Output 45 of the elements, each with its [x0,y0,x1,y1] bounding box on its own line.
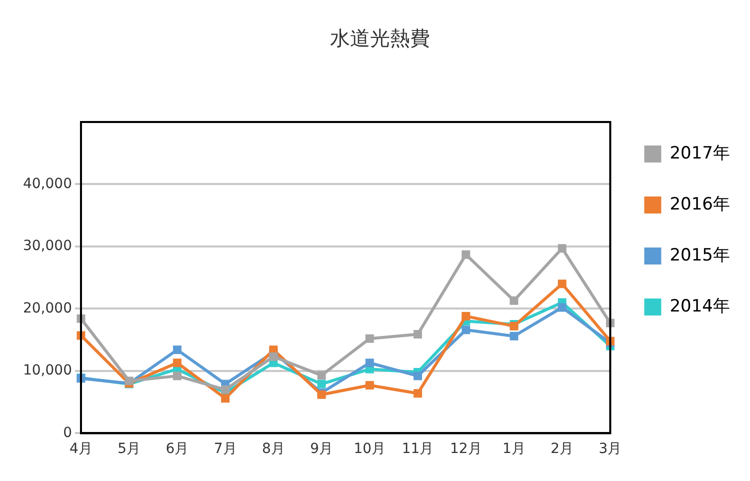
point [510,296,518,305]
x-tick-label: 9月 [310,441,334,458]
point [221,394,230,403]
point [414,372,422,380]
x-tick-label: 2月 [550,441,574,458]
point [317,380,326,388]
point [365,381,374,390]
point [558,244,566,253]
x-tick-label: 7月 [214,441,237,458]
point [414,330,422,338]
point [317,371,326,380]
x-tick-label: 10月 [354,441,386,458]
point [269,352,278,361]
legend-label: 2014年 [670,296,730,316]
point [414,389,422,398]
x-tick-label: 12月 [450,441,482,458]
point [172,372,182,380]
point [365,358,374,368]
point [510,332,518,340]
point [558,280,566,288]
point [365,334,374,343]
legend-label: 2015年 [670,245,730,266]
x-tick-label: 5月 [118,441,141,458]
legend-label: 2016年 [670,194,730,214]
x-tick-label: 3月 [598,441,622,458]
x-tick-label: 4月 [70,441,92,458]
y-tick-label: 30,000 [22,238,72,254]
point [462,326,470,334]
point [124,376,134,386]
point [172,346,182,354]
y-tick-label: 0 [63,424,72,441]
y-tick-label: 20,000 [22,300,72,316]
x-tick-label: 11月 [402,441,434,458]
point [221,385,230,394]
x-tick-label: 6月 [166,441,189,458]
y-tick-label: 40,000 [22,176,72,192]
y-tick-label: 10,000 [22,362,72,379]
legend-label: 2017年 [670,143,730,164]
x-tick-label: 1月 [502,441,526,458]
point [558,303,566,312]
point [462,312,470,320]
point [462,250,470,259]
chart-title: 水道光熱費 [330,26,430,50]
x-tick-label: 8月 [262,441,285,458]
point [172,358,182,368]
